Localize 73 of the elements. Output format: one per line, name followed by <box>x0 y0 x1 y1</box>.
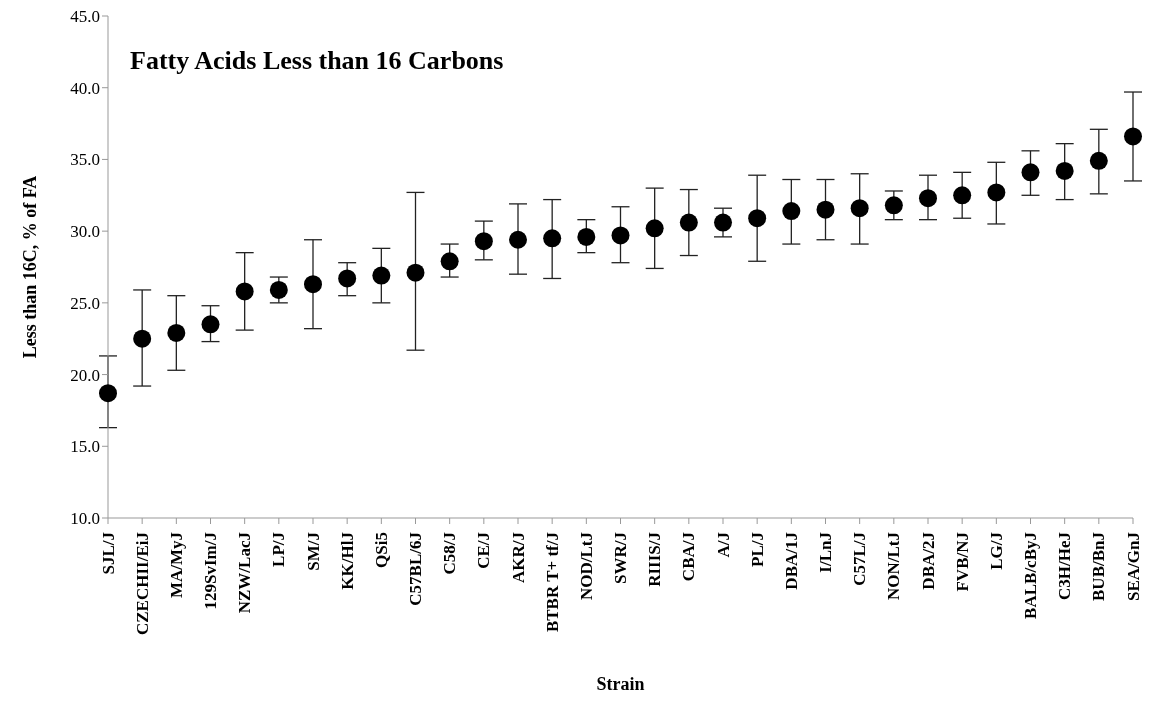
y-tick-label: 45.0 <box>70 7 100 27</box>
x-tick-label: BALB/cByJ <box>1021 531 1040 619</box>
point <box>543 229 562 248</box>
y-tick-label: 10.0 <box>70 509 100 529</box>
x-tick-label: I/LnJ <box>816 531 835 573</box>
point <box>714 213 732 232</box>
point <box>816 200 835 219</box>
point <box>987 183 1006 202</box>
x-tick-label: SWR/J <box>611 531 630 584</box>
x-tick-label: CBA/J <box>679 531 699 582</box>
point <box>201 315 220 334</box>
point <box>953 186 972 205</box>
x-tick-label: BTBR T+ tf/J <box>542 531 562 633</box>
y-axis-title: Less than 16C, % of FA <box>20 175 41 359</box>
x-tick-label: CE/J <box>474 531 494 569</box>
x-tick-label: C57L/J <box>850 531 870 586</box>
point <box>167 323 186 342</box>
y-tick-label: 15.0 <box>70 437 100 457</box>
point <box>782 202 801 221</box>
point <box>304 275 322 294</box>
point <box>1055 161 1074 180</box>
x-tick-label: C57BL/6J <box>406 531 425 606</box>
point <box>884 196 903 215</box>
x-tick-label: DBA/2J <box>918 531 938 590</box>
x-tick-label: BUB/BnJ <box>1089 531 1109 601</box>
point <box>679 213 698 232</box>
point <box>1124 127 1142 146</box>
point <box>509 230 527 249</box>
x-tick-label: FVB/NJ <box>952 531 972 592</box>
point <box>748 209 767 228</box>
point <box>1089 151 1108 170</box>
x-tick-label: LG/J <box>986 531 1006 570</box>
x-tick-label: PL/J <box>747 531 767 567</box>
x-axis-title: Strain <box>596 674 645 694</box>
point <box>577 227 596 246</box>
x-tick-label: SEA/GnJ <box>1123 531 1143 601</box>
x-tick-label: KK/HlJ <box>337 531 357 590</box>
text: Fatty Acids Less than 16 Carbons <box>130 46 504 76</box>
x-tick-label: A/J <box>713 531 733 558</box>
point <box>919 189 937 208</box>
point <box>645 219 664 238</box>
point <box>1021 163 1040 182</box>
x-tick-label: C3H/HeJ <box>1055 531 1075 600</box>
x-tick-label: NZW/LacJ <box>235 531 255 614</box>
point <box>269 280 288 299</box>
point <box>474 232 493 251</box>
x-tick-label: RIIIS/J <box>645 531 665 587</box>
x-tick-label: DBA/1J <box>781 531 801 590</box>
x-tick-label: NON/LtJ <box>884 531 904 600</box>
x-tick-label: CZECHII/EiJ <box>132 531 152 635</box>
x-tick-label: MA/MyJ <box>166 531 186 599</box>
point <box>372 266 391 285</box>
point <box>235 282 254 301</box>
x-tick-label: SM/J <box>303 531 323 571</box>
y-tick-label: 40.0 <box>70 78 100 98</box>
y-tick-label: 20.0 <box>70 365 100 385</box>
y-tick-label: 30.0 <box>70 222 100 242</box>
point <box>850 199 869 218</box>
point <box>406 263 425 282</box>
point <box>338 269 357 288</box>
x-tick-label: C58/J <box>440 531 460 575</box>
point <box>440 252 459 271</box>
x-tick-label: AKR/J <box>508 531 528 583</box>
point <box>611 226 630 245</box>
point <box>133 329 152 348</box>
x-tick-label: NOD/LtJ <box>576 531 596 600</box>
x-tick-label: 129SvIm/J <box>201 531 220 610</box>
y-tick-label: 25.0 <box>70 293 100 313</box>
x-tick-label: LP/J <box>269 531 289 567</box>
y-tick-label: 35.0 <box>70 150 100 170</box>
x-tick-label: SJL/J <box>98 531 118 575</box>
point <box>99 384 117 403</box>
x-tick-label: QSi5 <box>371 532 391 568</box>
